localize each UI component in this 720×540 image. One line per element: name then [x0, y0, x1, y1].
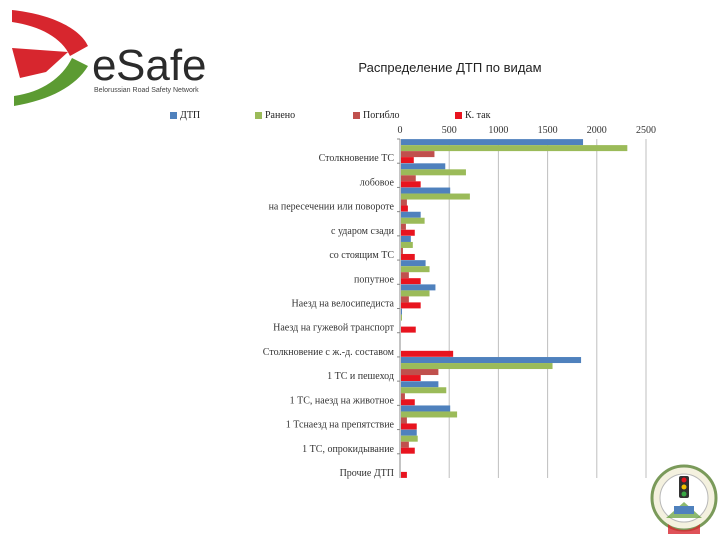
legend-item-raneno: Ранено [255, 110, 295, 121]
bar-5-0 [401, 260, 426, 267]
x-tick-label-0: 0 [398, 125, 403, 136]
bar-2-3 [401, 205, 408, 212]
legend-item-ktak: К. так [455, 110, 490, 121]
legend-label-raneno: Ранено [265, 110, 296, 121]
bar-10-2 [401, 393, 405, 400]
esafe-logo: e Safe Belorussian Road Safety Network [12, 10, 207, 106]
bar-4-0 [401, 235, 411, 242]
category-label-7: Наезд на гужевой транспорт [273, 323, 394, 334]
category-label-13: Прочие ДТП [340, 468, 394, 479]
bar-1-1 [401, 169, 466, 176]
bar-5-3 [401, 278, 421, 285]
bar-7-0 [401, 308, 402, 315]
category-label-11: 1 Тснаезд на препятствие [286, 420, 395, 431]
bar-11-2 [401, 417, 407, 424]
bar-12-2 [401, 441, 409, 448]
category-label-3: с ударом сзади [331, 226, 395, 237]
category-label-10: 1 ТС, наезд на животное [290, 395, 395, 406]
bar-9-0 [401, 357, 582, 364]
logo-tagline: Belorussian Road Safety Network [94, 87, 199, 94]
logo-red-swoosh-icon [12, 10, 88, 56]
category-label-9: 1 ТС и пешеход [327, 371, 394, 382]
legend-swatch-blue [170, 112, 177, 119]
chart-legend: ДТП Ранено Погибло К. так [0, 110, 720, 124]
logo-red-lower-icon [12, 48, 68, 78]
logo-green-swoosh-icon [14, 58, 88, 106]
bar-0-1 [401, 145, 628, 152]
bar-9-1 [401, 363, 553, 370]
bar-2-1 [401, 193, 470, 200]
category-label-12: 1 ТС, опрокидывание [302, 444, 394, 455]
x-axis-ticks: 0 500 1000 1500 2000 2500 [398, 125, 657, 136]
logo-brand-e: e [92, 41, 116, 90]
bar-1-2 [401, 175, 416, 182]
bar-1-0 [401, 163, 446, 170]
legend-item-dtp: ДТП [170, 110, 200, 121]
bar-1-3 [401, 181, 421, 188]
bar-3-3 [401, 229, 415, 236]
axes [397, 138, 401, 478]
bar-0-3 [401, 157, 414, 164]
x-tick-label-4: 2000 [587, 125, 607, 136]
x-tick-label-1: 500 [442, 125, 457, 136]
bar-4-3 [401, 253, 415, 260]
bar-6-0 [401, 284, 436, 291]
x-tick-label-2: 1000 [488, 125, 508, 136]
legend-label-pogiblo: Погибло [363, 110, 400, 121]
bar-10-0 [401, 381, 439, 388]
bar-6-1 [401, 290, 430, 297]
bar-7-3 [401, 326, 416, 333]
bar-2-0 [401, 187, 451, 194]
chart-title: Распределение ДТП по видам [358, 60, 542, 75]
x-tick-label-3: 1500 [538, 125, 558, 136]
bar-0-2 [401, 151, 435, 158]
category-label-2: на пересечении или повороте [269, 202, 395, 213]
bar-8-3 [401, 350, 454, 357]
legend-swatch-bright-red [455, 112, 462, 119]
category-label-4: со стоящим ТС [329, 250, 394, 261]
category-label-6: Наезд на велосипедиста [292, 299, 395, 310]
bar-3-2 [401, 223, 406, 230]
bar-10-1 [401, 387, 447, 394]
bar-9-3 [401, 375, 421, 382]
legend-swatch-red [353, 112, 360, 119]
bar-6-3 [401, 302, 421, 309]
bar-4-2 [401, 247, 403, 254]
bar-12-3 [401, 447, 415, 454]
bar-13-3 [401, 471, 407, 478]
bar-4-1 [401, 241, 413, 248]
bar-7-1 [401, 314, 402, 321]
legend-label-dtp: ДТП [180, 110, 201, 121]
bar-6-2 [401, 296, 409, 303]
bar-2-2 [401, 199, 407, 206]
legend-item-pogiblo: Погибло [353, 110, 400, 121]
bar-3-1 [401, 217, 425, 224]
x-tick-label-5: 2500 [636, 125, 656, 136]
bar-12-0 [401, 429, 417, 436]
bar-11-3 [401, 423, 417, 430]
category-label-1: лобовое [360, 177, 395, 188]
legend-label-ktak: К. так [465, 110, 491, 121]
category-label-5: попутное [354, 274, 395, 285]
traffic-police-emblem-icon [650, 464, 718, 534]
logo-brand-safe: Safe [116, 41, 207, 90]
bar-5-1 [401, 266, 430, 273]
bar-12-1 [401, 435, 418, 442]
bars [401, 139, 628, 478]
bar-10-3 [401, 399, 415, 406]
bar-11-0 [401, 405, 451, 412]
bar-9-2 [401, 369, 439, 376]
category-labels: Столкновение ТС лобовое на пересечении или… [263, 153, 395, 479]
bar-0-0 [401, 139, 584, 146]
category-label-8: Столкновение с ж.-д. составом [263, 347, 395, 358]
category-label-0: Столкновение ТС [319, 153, 395, 164]
legend-swatch-green [255, 112, 262, 119]
bar-5-2 [401, 272, 409, 279]
bar-11-1 [401, 411, 458, 418]
bar-3-0 [401, 211, 421, 218]
